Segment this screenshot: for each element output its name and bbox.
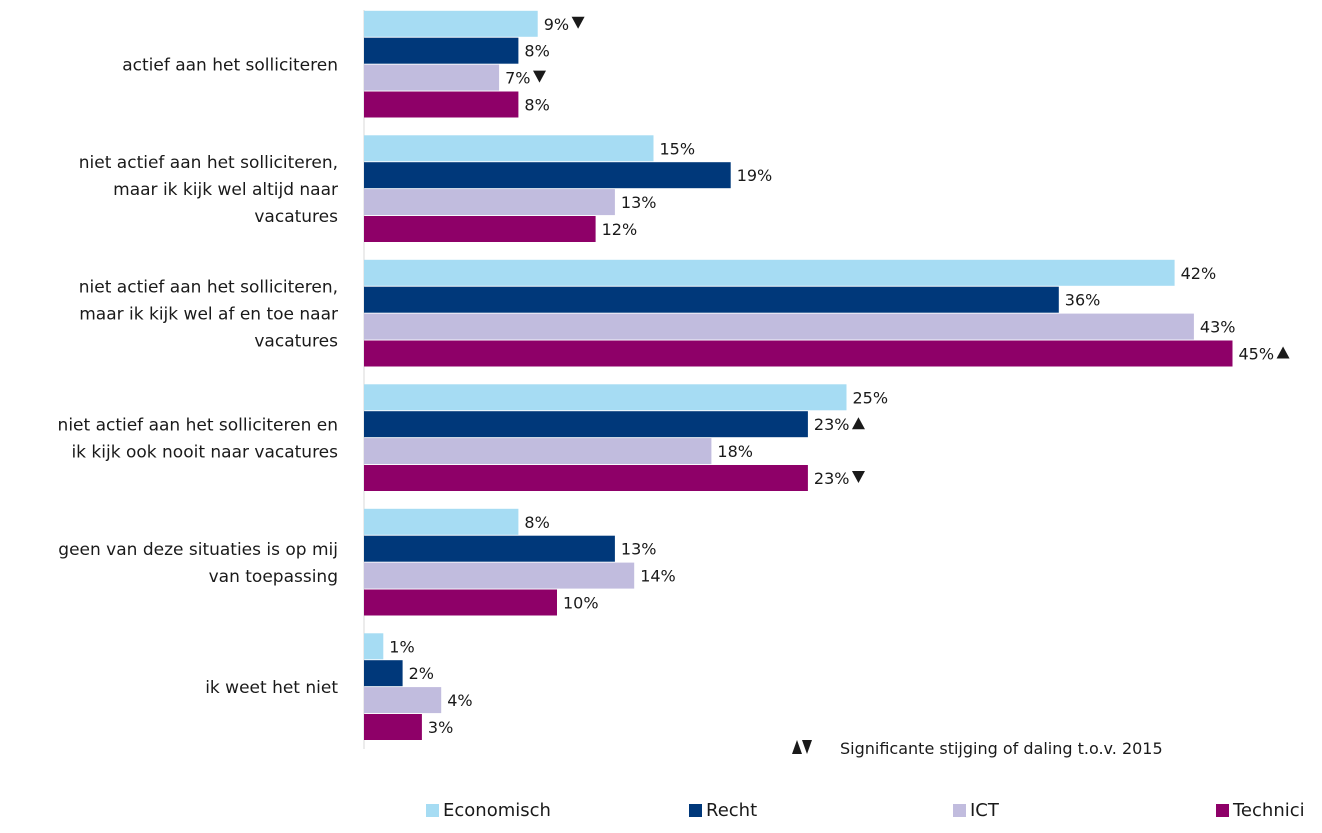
value-label: 13% bbox=[621, 540, 657, 559]
bar-technici-5 bbox=[364, 714, 422, 740]
value-label: 10% bbox=[563, 594, 599, 613]
significant-decrease-icon bbox=[802, 740, 812, 754]
category-label: niet actief aan het solliciteren, maar ik… bbox=[79, 278, 338, 352]
bar-economisch-3 bbox=[364, 384, 847, 411]
bar-technici-3 bbox=[364, 465, 808, 491]
bar-technici-0 bbox=[364, 91, 519, 118]
value-label: 4% bbox=[447, 691, 472, 710]
bar-recht-5 bbox=[364, 660, 403, 687]
category-label: geen van deze situaties is op mij van toe… bbox=[58, 540, 338, 587]
value-label: 36% bbox=[1065, 291, 1101, 310]
significant-decrease-icon bbox=[851, 471, 865, 483]
significance-note-text: Significante stijging of daling t.o.v. 2… bbox=[840, 739, 1163, 758]
bar-economisch-0 bbox=[364, 10, 538, 37]
value-label: 23% bbox=[814, 415, 850, 434]
legend-swatch-economisch bbox=[426, 804, 439, 817]
value-label: 3% bbox=[428, 718, 453, 737]
value-label: 45% bbox=[1239, 345, 1275, 364]
bar-recht-3 bbox=[364, 411, 808, 438]
bar-ict-3 bbox=[364, 438, 712, 465]
legend-label-recht: Recht bbox=[706, 800, 757, 821]
value-label: 15% bbox=[660, 139, 696, 158]
value-label: 23% bbox=[814, 469, 850, 488]
bar-recht-0 bbox=[364, 37, 519, 64]
bar-ict-4 bbox=[364, 562, 635, 589]
value-label: 8% bbox=[524, 42, 549, 61]
bar-economisch-2 bbox=[364, 259, 1175, 286]
bar-economisch-1 bbox=[364, 135, 654, 162]
value-label: 9% bbox=[544, 15, 569, 34]
legend-label-ict: ICT bbox=[970, 800, 1000, 821]
value-label: 2% bbox=[409, 664, 434, 683]
significant-increase-icon bbox=[851, 417, 865, 430]
category-labels: actief aan het solliciteren niet actief a… bbox=[58, 56, 339, 698]
significant-decrease-icon bbox=[571, 16, 585, 29]
bar-technici-1 bbox=[364, 216, 596, 242]
legend-label-economisch: Economisch bbox=[443, 800, 551, 821]
legend-swatch-recht bbox=[689, 804, 702, 817]
category-label: actief aan het solliciteren bbox=[122, 56, 338, 76]
value-label: 19% bbox=[737, 166, 773, 185]
value-label: 1% bbox=[389, 637, 414, 656]
value-label: 7% bbox=[505, 69, 530, 88]
value-label: 12% bbox=[602, 220, 638, 239]
bar-economisch-5 bbox=[364, 633, 384, 660]
legend: Economisch Recht ICT Technici bbox=[426, 800, 1305, 821]
bar-recht-2 bbox=[364, 286, 1059, 313]
significant-increase-icon bbox=[1276, 346, 1290, 359]
bar-recht-4 bbox=[364, 535, 615, 562]
legend-label-technici: Technici bbox=[1232, 800, 1305, 821]
bar-ict-1 bbox=[364, 189, 615, 216]
bar-ict-2 bbox=[364, 313, 1194, 340]
bar-recht-1 bbox=[364, 162, 731, 189]
value-label: 43% bbox=[1200, 318, 1236, 337]
value-label: 14% bbox=[640, 567, 676, 586]
legend-swatch-ict bbox=[953, 804, 966, 817]
value-label: 13% bbox=[621, 193, 657, 212]
value-label: 42% bbox=[1181, 264, 1217, 283]
category-label: niet actief aan het solliciteren en ik ki… bbox=[58, 416, 339, 463]
significant-decrease-icon bbox=[532, 70, 546, 83]
category-label: niet actief aan het solliciteren, maar ik… bbox=[79, 153, 338, 227]
bar-technici-2 bbox=[364, 340, 1233, 367]
value-label: 8% bbox=[524, 513, 549, 532]
value-label: 8% bbox=[524, 96, 549, 115]
bar-economisch-4 bbox=[364, 508, 519, 535]
bars-layer: 9%8%7%8%15%19%13%12%42%36%43%45%25%23%18… bbox=[364, 10, 1290, 740]
significance-note: Significante stijging of daling t.o.v. 2… bbox=[792, 739, 1163, 758]
value-label: 18% bbox=[717, 442, 753, 461]
bar-technici-4 bbox=[364, 589, 557, 616]
bar-ict-0 bbox=[364, 64, 500, 91]
value-label: 25% bbox=[853, 388, 889, 407]
category-label: ik weet het niet bbox=[205, 678, 338, 698]
legend-swatch-technici bbox=[1216, 804, 1229, 817]
bar-ict-5 bbox=[364, 687, 442, 714]
significant-increase-icon bbox=[792, 740, 802, 754]
